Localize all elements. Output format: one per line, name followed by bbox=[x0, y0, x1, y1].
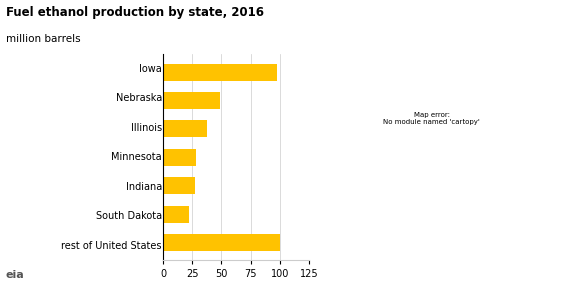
Bar bbox=[163, 149, 196, 166]
Text: rest of United States: rest of United States bbox=[61, 241, 162, 251]
Text: Minnesota: Minnesota bbox=[111, 152, 162, 162]
Text: Map error:
No module named 'cartopy': Map error: No module named 'cartopy' bbox=[383, 112, 480, 125]
Text: South Dakota: South Dakota bbox=[96, 211, 162, 221]
Text: million barrels: million barrels bbox=[6, 34, 80, 44]
Bar bbox=[163, 92, 220, 109]
Bar bbox=[163, 177, 194, 194]
Bar bbox=[163, 64, 277, 81]
Bar bbox=[163, 120, 208, 138]
Text: Iowa: Iowa bbox=[139, 64, 162, 74]
Text: eia: eia bbox=[6, 270, 25, 280]
Text: Nebraska: Nebraska bbox=[116, 94, 162, 104]
Bar bbox=[163, 234, 280, 251]
Text: Fuel ethanol production by state, 2016: Fuel ethanol production by state, 2016 bbox=[6, 6, 264, 19]
Text: Illinois: Illinois bbox=[131, 123, 162, 133]
Bar bbox=[163, 206, 189, 223]
Text: Indiana: Indiana bbox=[126, 182, 162, 192]
